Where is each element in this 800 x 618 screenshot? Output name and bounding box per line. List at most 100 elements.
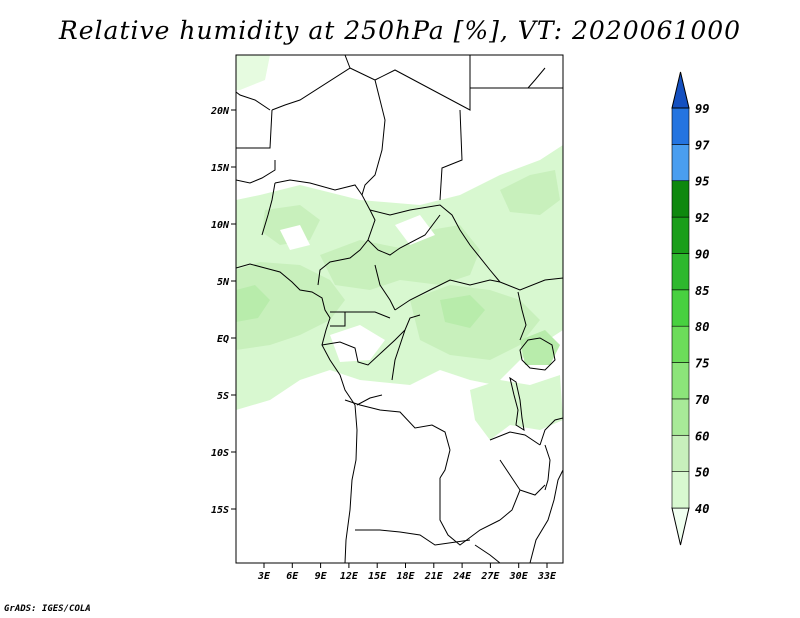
border-18 — [330, 311, 346, 327]
coastline-west — [236, 263, 358, 563]
colorbar-swatch — [671, 107, 690, 145]
border-16 — [499, 277, 563, 291]
country-borders — [236, 55, 563, 563]
map-frame — [235, 54, 564, 564]
border-8 — [439, 109, 463, 201]
lake-tanganyika — [509, 376, 525, 432]
humidity-gap-3 — [395, 215, 435, 245]
colorbar-label: 60 — [695, 429, 709, 443]
colorbar-label: 95 — [695, 175, 709, 189]
lake-victoria — [519, 337, 556, 371]
lon-label: 30E — [509, 571, 529, 582]
border-1 — [236, 160, 276, 184]
border-9 — [274, 179, 363, 196]
border-11 — [317, 209, 376, 286]
lat-label: EQ — [217, 334, 229, 345]
border-19 — [345, 311, 391, 319]
border-14 — [374, 264, 396, 311]
latitude-axis: 20N 15N 10N 5N EQ 5S 10S 15S — [210, 106, 236, 516]
colorbar-swatch — [671, 434, 690, 472]
border-4 — [271, 55, 351, 111]
border-20 — [321, 314, 421, 366]
chart-title: Relative humidity at 250hPa [%], VT: 202… — [58, 16, 742, 45]
longitude-axis: 3E 6E 9E 12E 15E 18E 21E 24E 27E 30E 33E — [257, 563, 557, 582]
border-27 — [489, 431, 541, 446]
border-12 — [369, 204, 501, 283]
humidity-band-top-west — [236, 55, 270, 90]
lat-label: 5N — [217, 277, 230, 288]
lon-label: 27E — [480, 571, 500, 582]
colorbar-label: 92 — [695, 211, 709, 225]
lon-label: 33E — [537, 571, 557, 582]
colorbar-label: 85 — [695, 284, 709, 298]
lon-label: 6E — [286, 571, 299, 582]
border-17 — [517, 291, 527, 341]
colorbar-label: 40 — [695, 502, 709, 516]
humidity-core-8 — [440, 295, 485, 328]
humidity-core-7 — [520, 330, 560, 365]
border-13 — [367, 214, 441, 256]
humidity-core-4 — [262, 205, 320, 245]
colorbar-arrow-low — [671, 507, 690, 546]
colorbar-swatch — [671, 325, 690, 363]
colorbar-swatch — [671, 180, 690, 218]
lon-label: 9E — [315, 571, 328, 582]
colorbar-label: 75 — [695, 357, 709, 371]
lat-label: 15N — [211, 163, 230, 174]
lon-label: 12E — [340, 571, 359, 582]
border-15 — [394, 279, 501, 311]
border-30 — [539, 417, 563, 446]
border-22 — [344, 399, 451, 451]
border-31 — [474, 544, 501, 563]
lake-malawi — [544, 444, 551, 491]
colorbar-label: 50 — [695, 466, 709, 480]
colorbar-swatch — [671, 362, 690, 400]
colorbar-swatch — [671, 471, 690, 509]
humidity-core-6 — [236, 285, 270, 322]
colorbar-swatch — [671, 253, 690, 291]
colorbar-swatch — [671, 398, 690, 436]
grads-credit: GrADS: IGES/COLA — [4, 604, 91, 614]
humidity-patch-east — [470, 375, 563, 440]
colorbar-label: 99 — [695, 102, 709, 116]
colorbar-swatch — [671, 289, 690, 327]
colorbar: 40 50 60 70 75 80 85 90 92 95 97 99 — [671, 71, 710, 546]
lat-label: 15S — [211, 505, 229, 516]
border-25 — [439, 478, 501, 546]
lon-label: 15E — [368, 571, 387, 582]
lon-label: 21E — [424, 571, 444, 582]
border-29 — [519, 484, 546, 496]
border-2 — [236, 109, 273, 149]
humidity-gap-1 — [330, 325, 385, 362]
lat-label: 5S — [217, 391, 229, 402]
border-24 — [356, 394, 383, 406]
coastline-east — [529, 469, 563, 563]
border-28 — [499, 459, 521, 521]
colorbar-label: 90 — [695, 247, 709, 261]
lat-label: 10S — [211, 448, 229, 459]
border-10 — [261, 182, 276, 236]
colorbar-label: 97 — [695, 138, 710, 152]
colorbar-label: 70 — [695, 393, 709, 407]
border-5 — [349, 67, 386, 211]
border-21 — [391, 329, 406, 381]
colorbar-label: 80 — [695, 320, 709, 334]
humidity-core-5 — [500, 170, 560, 215]
border-26 — [355, 529, 471, 546]
humidity-shading — [236, 55, 563, 440]
border-3 — [236, 91, 271, 111]
colorbar-swatch — [671, 144, 690, 182]
border-32 — [527, 67, 546, 89]
lon-label: 3E — [257, 571, 271, 582]
lat-label: 20N — [210, 106, 230, 117]
lon-label: 24E — [452, 571, 472, 582]
humidity-gap-2 — [280, 225, 310, 250]
lon-label: 18E — [396, 571, 415, 582]
colorbar-swatch — [671, 216, 690, 254]
humidity-core-2 — [320, 225, 480, 290]
lat-label: 10N — [211, 220, 230, 231]
colorbar-arrow-high — [671, 71, 690, 109]
border-6 — [374, 55, 471, 111]
border-23 — [439, 449, 451, 479]
